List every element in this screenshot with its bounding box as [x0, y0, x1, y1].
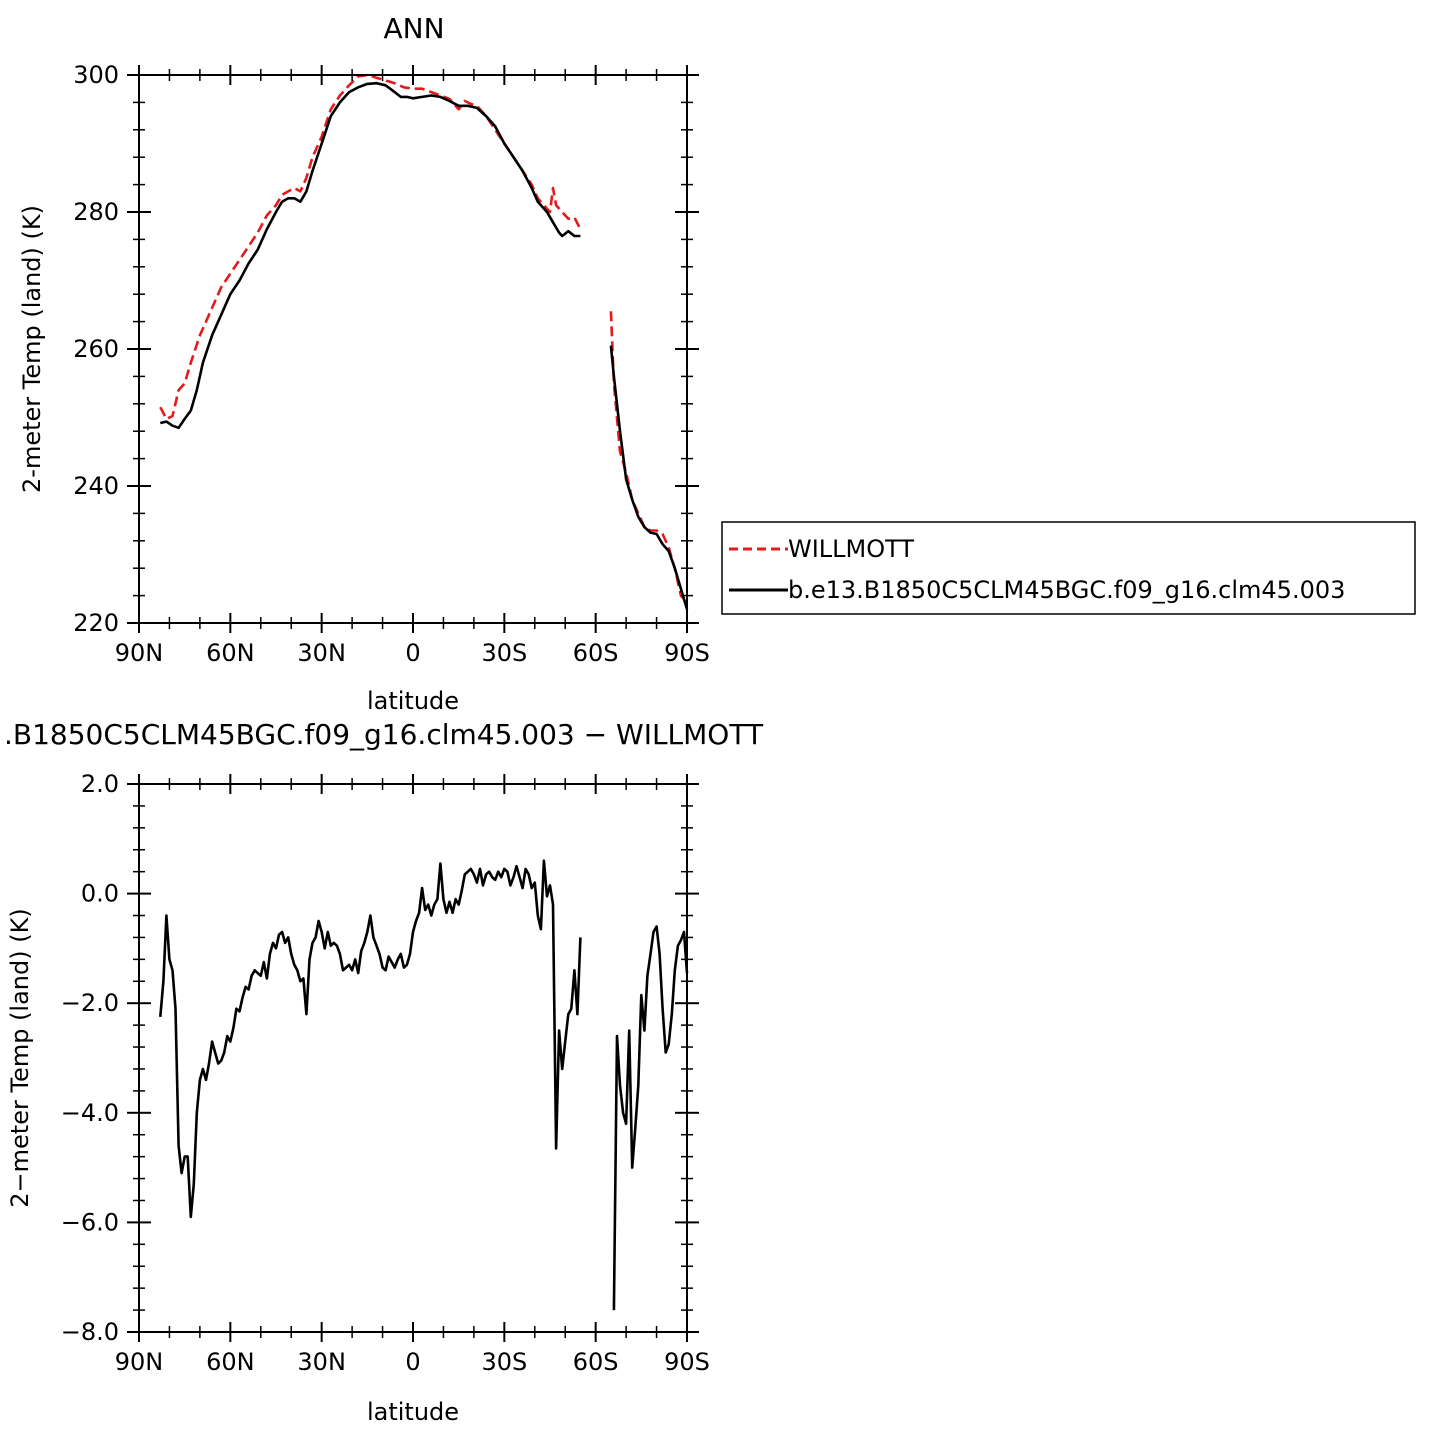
top-ytick-label-2: 260	[73, 335, 119, 363]
top-chart-xlabel: latitude	[367, 687, 459, 715]
top-series-1-segment-1	[609, 345, 689, 610]
top-xtick-label-0: 90N	[115, 639, 164, 667]
top-xtick-label-3: 0	[405, 639, 420, 667]
top-chart-ylabel: 2-meter Temp (land) (K)	[18, 205, 46, 493]
bottom-chart-ylabel: 2−meter Temp (land) (K)	[6, 908, 34, 1207]
bottom-ytick-label-2: −4.0	[61, 1099, 119, 1127]
bottom-chart-xlabel: latitude	[367, 1398, 459, 1426]
legend: WILLMOTT b.e13.B1850C5CLM45BGC.f09_g16.c…	[721, 521, 1416, 615]
bottom-xtick-label-5: 60S	[573, 1348, 619, 1376]
legend-frame	[721, 521, 1416, 615]
bottom-series-0-segment-0	[159, 859, 582, 1219]
top-series-1-segment-0	[160, 81, 581, 430]
top-xtick-label-5: 60S	[573, 639, 619, 667]
bottom-ytick-label-0: −8.0	[61, 1318, 119, 1346]
bottom-xtick-label-3: 0	[405, 1348, 420, 1376]
top-ytick-label-0: 220	[73, 609, 119, 637]
bottom-ytick-label-1: −6.0	[61, 1208, 119, 1236]
bottom-chart-title: .B1850C5CLM45BGC.f09_g16.clm45.003 − WIL…	[4, 718, 764, 751]
bottom-ytick-label-5: 2.0	[81, 770, 119, 798]
bottom-chart-ticks: 90N 60N 30N 0 30S 60S 90S −8.0 −6.0 −4.0 −2.0 0.0 2.…	[61, 770, 710, 1376]
legend-label-willmott: WILLMOTT	[788, 535, 914, 563]
top-chart-frame	[138, 74, 688, 624]
bottom-xtick-label-4: 30S	[481, 1348, 527, 1376]
top-chart-panel: ANN 90N 60N 30N 0 30S 60S 90S 220 240 260 280 300 l…	[18, 12, 710, 715]
top-xtick-label-2: 30N	[297, 639, 346, 667]
bottom-chart-panel: .B1850C5CLM45BGC.f09_g16.clm45.003 − WIL…	[4, 718, 764, 1426]
bottom-ytick-label-3: −2.0	[61, 989, 119, 1017]
top-ytick-label-1: 240	[73, 472, 119, 500]
top-xtick-label-6: 90S	[664, 639, 710, 667]
top-ytick-label-3: 280	[73, 198, 119, 226]
bottom-xtick-label-1: 60N	[206, 1348, 255, 1376]
bottom-ytick-label-4: 0.0	[81, 880, 119, 908]
top-xtick-label-1: 60N	[206, 639, 255, 667]
top-xtick-label-4: 30S	[481, 639, 527, 667]
top-chart-title: ANN	[383, 12, 444, 45]
bottom-xtick-label-2: 30N	[297, 1348, 346, 1376]
top-ytick-label-4: 300	[73, 61, 119, 89]
top-chart-ticks: 90N 60N 30N 0 30S 60S 90S 220 240 260 280 300	[73, 61, 710, 667]
legend-label-model: b.e13.B1850C5CLM45BGC.f09_g16.clm45.003	[788, 576, 1345, 604]
bottom-chart-series-layer	[159, 859, 689, 1311]
bottom-series-0-segment-1	[612, 925, 689, 1311]
top-chart-series-layer	[159, 73, 689, 610]
top-series-0-segment-0	[159, 73, 582, 421]
bottom-xtick-label-6: 90S	[664, 1348, 710, 1376]
bottom-xtick-label-0: 90N	[115, 1348, 164, 1376]
